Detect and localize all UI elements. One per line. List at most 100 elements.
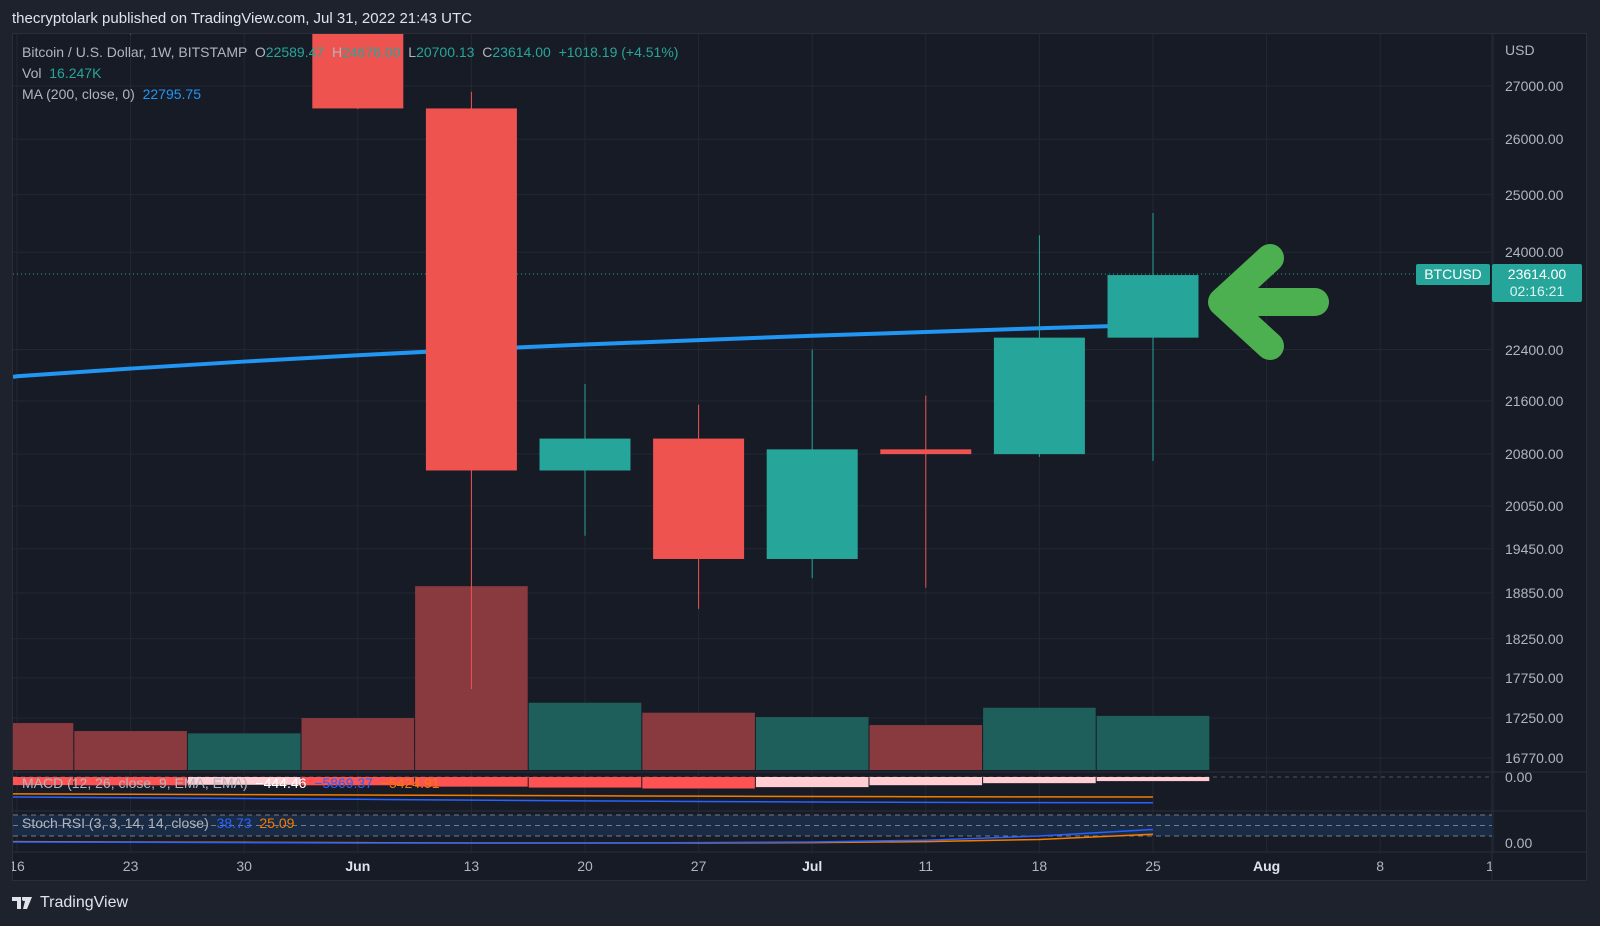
high-label: H (331, 44, 343, 60)
time-tick-label: 15 (1486, 858, 1492, 874)
price-tick-label: 21600.00 (1505, 392, 1564, 409)
change-value: +1018.19 (+4.51%) (558, 44, 679, 60)
macd-label[interactable]: MACD (12, 26, close, 9, EMA, EMA) (22, 775, 248, 791)
green-arrow-icon (1208, 244, 1329, 360)
time-tick-label: 18 (1031, 858, 1048, 874)
time-tick-label: Aug (1252, 858, 1281, 874)
price-tick-label: 18850.00 (1505, 585, 1564, 601)
stoch-k-value: 38.73 (216, 815, 252, 831)
macd-signal-value: −5424.91 (380, 775, 440, 791)
macd-hist-bar (415, 777, 528, 787)
macd-hist-value: −444.46 (255, 775, 307, 791)
time-tick-label: Jul (802, 858, 823, 874)
stoch-pane (13, 814, 1492, 844)
macd-hist-bar (1096, 777, 1210, 782)
stoch-zero-label: 0.00 (1505, 835, 1533, 851)
volume-bar (642, 712, 755, 770)
macd-pane (13, 776, 1492, 804)
published-caption: thecryptolark published on TradingView.c… (12, 10, 472, 27)
macd-hist-bar (755, 777, 869, 788)
bar-countdown: 02:16:21 (1509, 283, 1565, 299)
macd-line (13, 796, 1154, 804)
ohlc-legend: Bitcoin / U.S. Dollar, 1W, BITSTAMP O225… (22, 44, 678, 60)
candle-body (653, 438, 745, 559)
low-label: L (408, 44, 417, 60)
time-tick-label: 27 (690, 858, 707, 874)
price-tick-label: 18250.00 (1505, 630, 1564, 647)
vol-label[interactable]: Vol (22, 65, 42, 81)
volume-bar (187, 733, 301, 770)
close-value: 23614.00 (492, 44, 551, 60)
time-tick-label: 25 (1145, 858, 1161, 874)
volume-bar (755, 717, 869, 770)
open-label: O (254, 44, 266, 60)
symbol-name[interactable]: Bitcoin / U.S. Dollar, 1W, BITSTAMP (22, 44, 248, 60)
open-value: 22589.47 (265, 44, 325, 60)
price-tick-label: 16770.00 (1505, 749, 1564, 766)
last-price-tag: 23614.00 02:16:21 (1492, 264, 1582, 302)
time-tick-label: 8 (1376, 858, 1385, 874)
ma-legend: MA (200, close, 0) 22795.75 (22, 86, 201, 102)
candle-body (993, 337, 1085, 455)
time-tick-label: Jun (345, 858, 371, 874)
macd-hist-bar (642, 777, 755, 789)
macd-zero-label: 0.00 (1505, 769, 1533, 785)
tradingview-logo-icon (12, 897, 32, 909)
stoch-legend: Stoch RSI (3, 3, 14, 14, close) 38.73 25… (22, 815, 294, 831)
ma-series (13, 322, 1154, 379)
time-tick-label: 23 (122, 858, 139, 874)
close-label: C (482, 44, 493, 60)
currency-label[interactable]: USD (1505, 42, 1535, 58)
candle-body (425, 108, 517, 471)
volume-bar (869, 725, 983, 770)
time-tick-label: 13 (463, 858, 480, 874)
macd-hist-bar (869, 777, 983, 786)
time-tick-label: 20 (577, 858, 593, 874)
candle-body (312, 34, 404, 109)
time-tick-label: 30 (236, 858, 252, 874)
ma-label[interactable]: MA (200, close, 0) (22, 86, 135, 102)
volume-bar (983, 707, 1096, 770)
candle-body (880, 449, 972, 455)
stoch-d-value: 25.09 (259, 815, 295, 831)
time-tick-label: 16 (12, 858, 25, 874)
price-tick-label: 17250.00 (1505, 710, 1564, 727)
candle-body (1107, 275, 1199, 338)
price-tick-label: 17750.00 (1505, 669, 1564, 686)
macd-hist-bar (187, 777, 301, 785)
brand-name: TradingView (40, 894, 129, 911)
volume-legend: Vol 16.247K (22, 65, 101, 81)
time-axis[interactable]: 16 23 30 Jun 13 20 27 Jul 11 18 25 Aug 8 15 (12, 852, 1492, 880)
price-tick-label: 22400.00 (1505, 341, 1564, 358)
candle-body (766, 449, 858, 559)
price-tick-label: 19450.00 (1505, 540, 1564, 557)
macd-hist-bar (983, 777, 1096, 784)
price-tick-label: 24000.00 (1505, 244, 1564, 261)
price-tick-label: 20800.00 (1505, 446, 1564, 463)
macd-hist-bar (301, 777, 415, 786)
high-value: 24676.00 (342, 44, 401, 60)
ma200-line (13, 322, 1154, 379)
price-tick-label: 26000.00 (1505, 131, 1564, 148)
ma-value: 22795.75 (142, 86, 202, 102)
stoch-label[interactable]: Stoch RSI (3, 3, 14, 14, close) (22, 815, 209, 831)
low-value: 20700.13 (416, 44, 475, 60)
volume-bar (528, 702, 642, 770)
stoch-k-line (13, 828, 1154, 844)
macd-hist-bar (74, 777, 187, 786)
volume-bar (13, 723, 74, 770)
price-tick-label: 25000.00 (1505, 186, 1564, 203)
price-tick-label: 20050.00 (1505, 497, 1564, 514)
volume-bar (1096, 715, 1210, 770)
volume-bar (301, 718, 415, 770)
macd-hist-bar (13, 777, 74, 786)
volume-series (13, 586, 1210, 770)
footer-brand[interactable]: TradingView (12, 894, 128, 912)
time-tick-label: 11 (918, 858, 934, 874)
candle-series (130, 34, 1199, 690)
macd-legend: MACD (12, 26, close, 9, EMA, EMA) −444.4… (22, 775, 440, 791)
symbol-price-tag: BTCUSD (1416, 264, 1490, 285)
macd-value: −5869.37 (314, 775, 373, 791)
price-tick-label: 27000.00 (1505, 78, 1564, 94)
